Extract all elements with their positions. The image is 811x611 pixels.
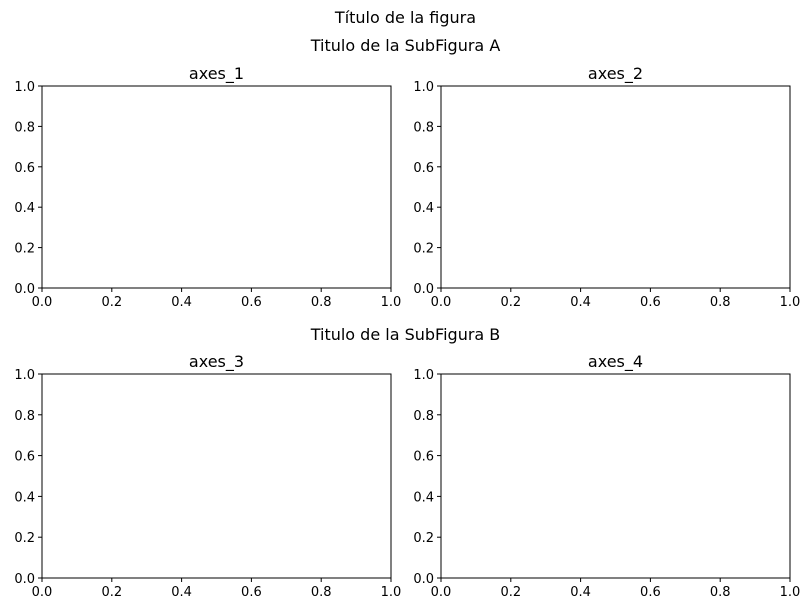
axes-4-xtick-label: 1.0 <box>780 585 801 600</box>
axes-1-ytick-label: 0.8 <box>14 120 35 135</box>
axes-3-xtick-label: 0.6 <box>241 585 262 600</box>
axes-1-ytick-label: 0.6 <box>14 161 35 176</box>
axes-4-frame <box>440 373 791 579</box>
axes-3-ytick-label: 1.0 <box>14 368 35 383</box>
axes-4-xtick-label: 0.8 <box>710 585 731 600</box>
axes-1-title: axes_1 <box>189 64 244 84</box>
axes-3-xtick-label: 0.0 <box>32 585 53 600</box>
axes-2-xtick-label: 0.8 <box>710 295 731 310</box>
axes-2-ytick-label: 0.2 <box>413 242 434 257</box>
axes-1-xtick-label: 0.2 <box>101 295 122 310</box>
axes-2-xtick-label: 1.0 <box>780 295 801 310</box>
axes-3-ytick-label: 0.2 <box>14 531 35 546</box>
axes-4-ytick-label: 0.6 <box>413 450 434 465</box>
axes-3-xtick-label: 0.8 <box>311 585 332 600</box>
axes-3-frame <box>41 373 392 579</box>
axes-4-ytick-label: 0.2 <box>413 531 434 546</box>
axes-2-xtick-label: 0.4 <box>570 295 591 310</box>
axes-layer: axes_1 0.0 0.2 0.4 0.6 0.8 1.0 0.0 0.2 0.4 0.6 0.8 1… <box>14 64 800 600</box>
axes-2-ytick-label: 0.0 <box>413 282 434 297</box>
axes-2-xtick-label: 0.6 <box>640 295 661 310</box>
axes-1-xtick-label: 1.0 <box>381 295 402 310</box>
axes-3-xtick-label: 0.4 <box>171 585 192 600</box>
axes-3-group: axes_3 0.0 0.2 0.4 0.6 0.8 1.0 0.0 0.2 0.4 0.6 0.8 1… <box>14 352 401 600</box>
axes-4-title: axes_4 <box>588 352 643 372</box>
axes-1-xtick-label: 0.6 <box>241 295 262 310</box>
axes-4-group: axes_4 0.0 0.2 0.4 0.6 0.8 1.0 0.0 0.2 0.4 0.6 0.8 1… <box>413 352 800 600</box>
axes-3-title: axes_3 <box>189 352 244 372</box>
figure-title: Título de la figura <box>334 8 476 27</box>
subfigure-b-title: Titulo de la SubFigura B <box>310 325 501 344</box>
axes-4-ytick-label: 0.0 <box>413 572 434 587</box>
axes-1-xtick-label: 0.4 <box>171 295 192 310</box>
axes-2-group: axes_2 0.0 0.2 0.4 0.6 0.8 1.0 0.0 0.2 0.4 0.6 0.8 1… <box>413 64 800 310</box>
axes-1-frame <box>41 85 392 289</box>
axes-2-xtick-label: 0.2 <box>500 295 521 310</box>
axes-3-xtick-label: 1.0 <box>381 585 402 600</box>
axes-3-ytick-label: 0.6 <box>14 450 35 465</box>
axes-1-ytick-label: 0.0 <box>14 282 35 297</box>
axes-4-ytick-label: 0.8 <box>413 409 434 424</box>
axes-4-xtick-label: 0.4 <box>570 585 591 600</box>
subfigure-a-title: Titulo de la SubFigura A <box>310 36 501 55</box>
axes-3-ytick-label: 0.4 <box>14 490 35 505</box>
axes-4-xtick-label: 0.2 <box>500 585 521 600</box>
axes-3-ytick-label: 0.0 <box>14 572 35 587</box>
axes-2-ytick-label: 0.8 <box>413 120 434 135</box>
axes-2-ytick-label: 0.4 <box>413 201 434 216</box>
axes-3-xtick-label: 0.2 <box>101 585 122 600</box>
axes-1-xtick-label: 0.8 <box>311 295 332 310</box>
axes-4-xtick-label: 0.6 <box>640 585 661 600</box>
axes-1-ytick-label: 1.0 <box>14 80 35 95</box>
axes-2-ytick-label: 1.0 <box>413 80 434 95</box>
axes-4-xtick-label: 0.0 <box>431 585 452 600</box>
axes-3-ytick-label: 0.8 <box>14 409 35 424</box>
axes-4-ytick-label: 0.4 <box>413 490 434 505</box>
axes-1-xtick-label: 0.0 <box>32 295 53 310</box>
axes-2-ytick-label: 0.6 <box>413 161 434 176</box>
axes-2-title: axes_2 <box>588 64 643 84</box>
axes-2-xtick-label: 0.0 <box>431 295 452 310</box>
axes-4-ytick-label: 1.0 <box>413 368 434 383</box>
axes-1-ytick-label: 0.2 <box>14 242 35 257</box>
axes-1-group: axes_1 0.0 0.2 0.4 0.6 0.8 1.0 0.0 0.2 0.4 0.6 0.8 1… <box>14 64 401 310</box>
axes-1-ytick-label: 0.4 <box>14 201 35 216</box>
axes-2-frame <box>440 85 791 289</box>
